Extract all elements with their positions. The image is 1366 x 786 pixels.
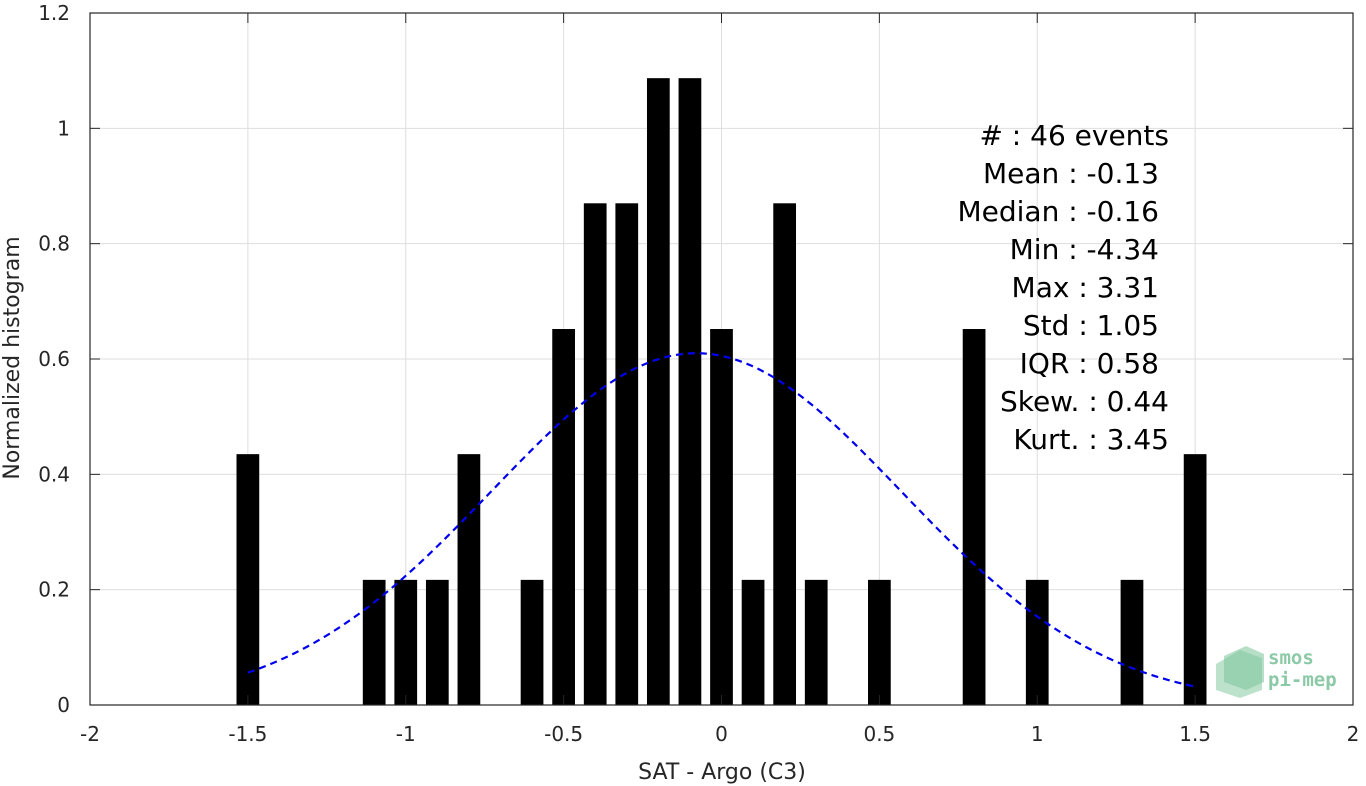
y-axis-label: Normalized histogram [0,236,25,479]
stat-line: Max : 3.31 [1012,271,1159,304]
y-tick-label: 1.2 [38,1,70,25]
x-tick-label: -1 [396,722,416,746]
smos-pimep-logo: smos pi-mep [1216,646,1337,698]
histogram-bar [236,454,260,705]
stat-line: Median : -0.16 [957,195,1159,228]
logo-line1: smos [1268,647,1314,669]
y-tick-label: 0 [57,693,70,717]
x-tick-label: 1.5 [1179,722,1211,746]
histogram-bars [236,78,1207,706]
y-tick-label: 0.2 [38,578,70,602]
histogram-bar [1183,454,1207,705]
x-tick-label: -2 [80,722,100,746]
stat-line: IQR : 0.58 [1020,347,1159,380]
x-axis-label: SAT - Argo (C3) [638,760,806,785]
y-tick-label: 1 [57,116,70,140]
histogram-bar [710,329,733,705]
histogram-bar [804,579,828,705]
y-tick-label: 0.8 [38,232,70,256]
x-tick-label: -0.5 [544,722,583,746]
histogram-bar [394,579,418,705]
y-tick-label: 0.6 [38,347,70,371]
histogram-bar [868,579,891,705]
histogram-bar [678,78,702,705]
stat-line: Std : 1.05 [1023,309,1159,342]
x-tick-label: 0.5 [863,722,895,746]
histogram-bar [425,579,449,705]
stat-line: Skew. : 0.44 [1000,385,1169,418]
histogram-bar [1025,579,1049,705]
x-tick-label: 0 [715,722,728,746]
stat-line: Mean : -0.13 [983,157,1159,190]
stat-line: Min : -4.34 [1010,233,1159,266]
logo-line2: pi-mep [1268,669,1337,691]
statistics-annotation: # : 46 events Mean : -0.13 Median : -0.16 M… [957,119,1169,456]
stat-line: # : 46 events [979,119,1169,152]
histogram-bar [552,329,575,705]
histogram-bar [773,203,797,706]
x-tick-labels: -2 -1.5 -1 -0.5 0 0.5 1 1.5 2 [80,722,1359,746]
histogram-bar [646,78,670,705]
y-tick-label: 0.4 [38,462,70,486]
histogram-bar [741,579,765,705]
x-tick-label: -1.5 [228,722,267,746]
stat-line: Kurt. : 3.45 [1013,423,1169,456]
histogram-bar [615,203,639,706]
histogram-bar [962,329,986,705]
axes [89,12,1354,706]
y-tick-labels: 0 0.2 0.4 0.6 0.8 1 1.2 [38,1,70,717]
histogram-bar [1120,579,1144,705]
gaussian-fit-curve [247,352,1196,688]
histogram-bar [457,454,481,705]
histogram-bar [362,579,386,705]
x-tick-label: 1 [1031,722,1044,746]
histogram-bar [583,203,607,706]
histogram-bar [520,579,544,705]
x-tick-label: 2 [1347,722,1360,746]
